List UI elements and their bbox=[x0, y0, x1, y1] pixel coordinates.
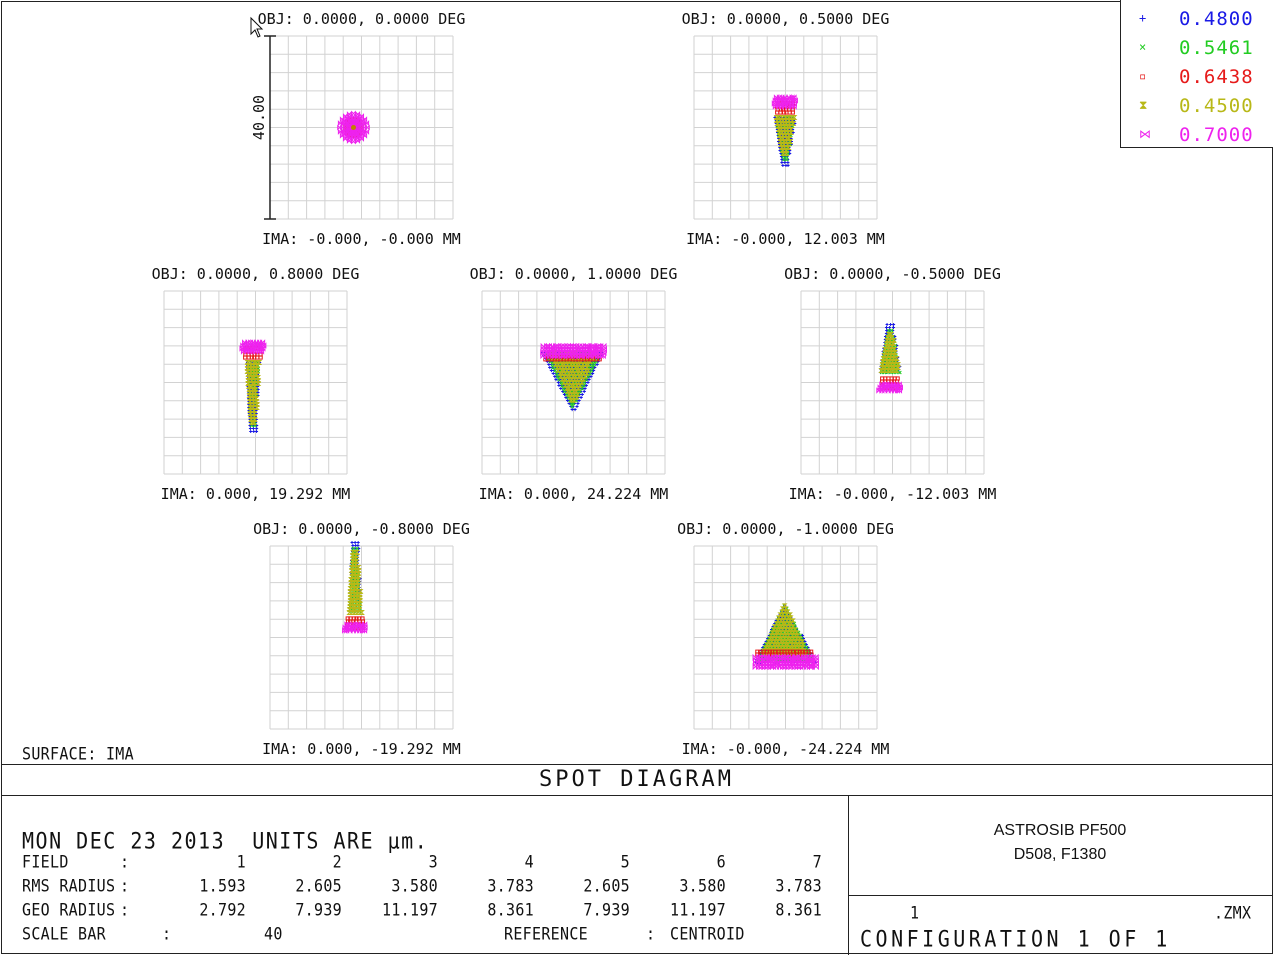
field-ima-label: IMA: 0.000, 19.292 MM bbox=[161, 485, 351, 503]
title-bar: SPOT DIAGRAM bbox=[0, 764, 1273, 796]
chart-title: SPOT DIAGRAM bbox=[539, 767, 734, 792]
field-obj-label: OBJ: 0.0000, -0.5000 DEG bbox=[784, 265, 1001, 283]
spot-pattern bbox=[342, 541, 368, 634]
reference-colon: : bbox=[646, 924, 656, 945]
rms-value: 3.783 bbox=[487, 876, 534, 897]
spot-panel: OBJ: 0.0000, 0.0000 DEG IMA: -0.000, -0.0… bbox=[258, 10, 466, 248]
field-number: 1 bbox=[236, 852, 246, 873]
rms-value: 3.580 bbox=[391, 876, 438, 897]
geo-colon: : bbox=[120, 900, 130, 921]
legend-wavelength: 0.4800 bbox=[1179, 8, 1254, 30]
field-number: 4 bbox=[524, 852, 534, 873]
file-extension: .ZMX bbox=[1214, 903, 1252, 924]
field-ima-label: IMA: -0.000, -12.003 MM bbox=[789, 485, 997, 503]
legend-wavelength: 0.5461 bbox=[1179, 37, 1254, 59]
scale-label: SCALE BAR bbox=[22, 924, 106, 945]
surface-label: SURFACE: IMA bbox=[22, 744, 134, 765]
legend-entry: ⧗ 0.4500 bbox=[1121, 95, 1271, 123]
configuration: CONFIGURATION 1 OF 1 bbox=[860, 925, 1171, 952]
field-obj-label: OBJ: 0.0000, -1.0000 DEG bbox=[677, 520, 894, 538]
spot-pattern bbox=[239, 339, 267, 433]
field-obj-label: OBJ: 0.0000, 0.0000 DEG bbox=[258, 10, 466, 28]
spot-diagram-plot: OBJ: 0.0000, 0.0000 DEG IMA: -0.000, -0.0… bbox=[152, 10, 1001, 758]
geo-label: GEO RADIUS bbox=[22, 900, 116, 921]
rms-value: 2.605 bbox=[295, 876, 342, 897]
rms-colon: : bbox=[120, 876, 130, 897]
rms-value: 3.580 bbox=[679, 876, 726, 897]
spot-pattern bbox=[752, 603, 819, 671]
rms-value: 3.783 bbox=[775, 876, 822, 897]
geo-value: 7.939 bbox=[583, 900, 630, 921]
legend-entry: ⋈ 0.7000 bbox=[1121, 124, 1271, 152]
square-icon: ▫ bbox=[1139, 69, 1147, 83]
geo-value: 2.792 bbox=[199, 900, 246, 921]
spot-pattern bbox=[771, 94, 798, 167]
field-number: 2 bbox=[332, 852, 342, 873]
bowtie-icon: ⋈ bbox=[1139, 127, 1151, 141]
field-ima-label: IMA: -0.000, 12.003 MM bbox=[686, 230, 885, 248]
legend-wavelength: 0.6438 bbox=[1179, 66, 1254, 88]
geo-value: 8.361 bbox=[775, 900, 822, 921]
field-number: 7 bbox=[812, 852, 822, 873]
reference-value: CENTROID bbox=[670, 924, 745, 945]
field-obj-label: OBJ: 0.0000, 1.0000 DEG bbox=[470, 265, 678, 283]
rms-label: RMS RADIUS bbox=[22, 876, 116, 897]
wavelength-legend: +0.4800 × 0.5461 ▫ 0.6438 ⧗ 0.4500 ⋈ 0.7000 bbox=[1120, 0, 1273, 148]
spot-pattern bbox=[337, 110, 370, 145]
spot-panel: OBJ: 0.0000, -1.0000 DEG IMA: -0.000, -24… bbox=[677, 520, 894, 758]
spot-panel: OBJ: 0.0000, -0.8000 DEG IMA: 0.000, -19.… bbox=[253, 520, 470, 758]
spot-panel: OBJ: 0.0000, -0.5000 DEG IMA: -0.000, -12… bbox=[784, 265, 1001, 503]
date-units: MON DEC 23 2013 UNITS ARE µm. bbox=[22, 827, 429, 854]
x-icon: × bbox=[1139, 40, 1147, 54]
field-number: 6 bbox=[716, 852, 726, 873]
scale-bar: 40.00 bbox=[250, 35, 276, 220]
geo-value: 11.197 bbox=[382, 900, 438, 921]
cursor-icon bbox=[250, 16, 264, 38]
geo-value: 8.361 bbox=[487, 900, 534, 921]
field-ima-label: IMA: -0.000, -0.000 MM bbox=[262, 230, 461, 248]
spot-pattern bbox=[540, 342, 607, 412]
file-number: 1 bbox=[910, 903, 920, 924]
field-obj-label: OBJ: 0.0000, 0.5000 DEG bbox=[682, 10, 890, 28]
reference-label: REFERENCE bbox=[504, 924, 588, 945]
geo-value: 11.197 bbox=[670, 900, 726, 921]
field-label: FIELD bbox=[22, 852, 69, 873]
hourglass-icon: ⧗ bbox=[1139, 98, 1148, 112]
field-colon: : bbox=[120, 852, 130, 873]
spot-panel: OBJ: 0.0000, 0.8000 DEG IMA: 0.000, 19.29… bbox=[152, 265, 360, 503]
scale-value: 40 bbox=[264, 924, 283, 945]
spot-panel: OBJ: 0.0000, 1.0000 DEG IMA: 0.000, 24.22… bbox=[470, 265, 678, 503]
geo-value: 7.939 bbox=[295, 900, 342, 921]
field-ima-label: IMA: 0.000, -19.292 MM bbox=[262, 740, 461, 758]
rms-value: 1.593 bbox=[199, 876, 246, 897]
field-obj-label: OBJ: 0.0000, -0.8000 DEG bbox=[253, 520, 470, 538]
lens-name: ASTROSIB PF500 bbox=[993, 822, 1127, 839]
legend-wavelength: 0.7000 bbox=[1179, 124, 1254, 146]
spot-panel: OBJ: 0.0000, 0.5000 DEG IMA: -0.000, 12.0… bbox=[682, 10, 890, 248]
legend-entry: +0.4800 bbox=[1121, 8, 1271, 36]
legend-entry: ▫ 0.6438 bbox=[1121, 66, 1271, 94]
legend-entry: × 0.5461 bbox=[1121, 37, 1271, 65]
plus-icon: + bbox=[1139, 11, 1147, 25]
rms-value: 2.605 bbox=[583, 876, 630, 897]
spot-pattern bbox=[876, 323, 903, 394]
field-number: 3 bbox=[428, 852, 438, 873]
field-ima-label: IMA: -0.000, -24.224 MM bbox=[682, 740, 890, 758]
legend-wavelength: 0.4500 bbox=[1179, 95, 1254, 117]
field-ima-label: IMA: 0.000, 24.224 MM bbox=[479, 485, 669, 503]
field-obj-label: OBJ: 0.0000, 0.8000 DEG bbox=[152, 265, 360, 283]
scale-colon: : bbox=[162, 924, 172, 945]
field-number: 5 bbox=[620, 852, 630, 873]
scale-bar-label: 40.00 bbox=[250, 95, 268, 140]
lens-spec: D508, F1380 bbox=[1013, 846, 1107, 863]
